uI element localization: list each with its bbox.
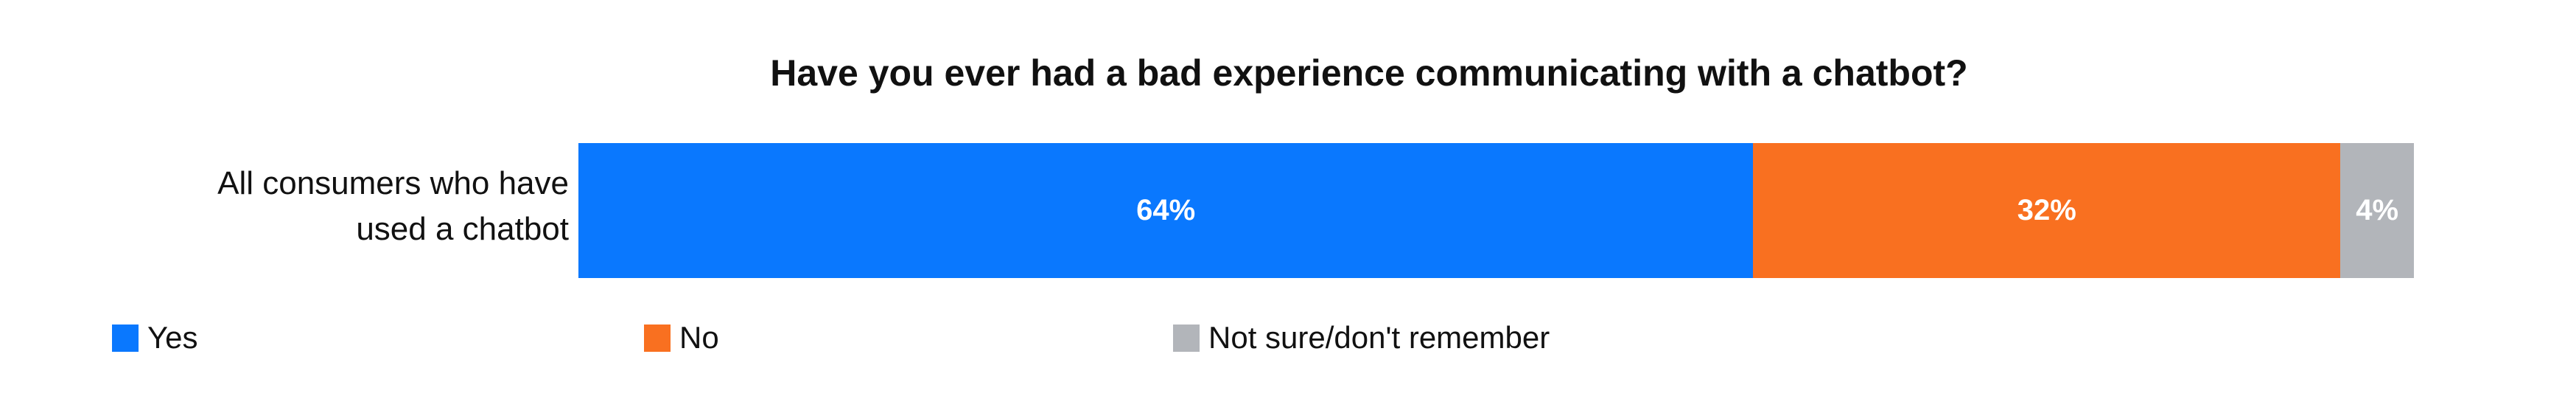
category-label: All consumers who have used a chatbot	[217, 161, 569, 252]
legend-swatch	[1173, 324, 1200, 352]
legend-swatch	[644, 324, 671, 352]
bar-segment-no: 32%	[1753, 143, 2341, 278]
data-label: 32%	[2017, 194, 2076, 226]
stacked-bar: 64% 32% 4%	[578, 143, 2414, 278]
legend-label: Yes	[147, 320, 198, 355]
legend-item: Yes	[112, 320, 198, 355]
chart-title: Have you ever had a bad experience commu…	[770, 52, 1968, 94]
legend-item: No	[644, 320, 719, 355]
legend-swatch	[112, 324, 139, 352]
legend-item: Not sure/don't remember	[1173, 320, 1550, 355]
category-label-line: used a chatbot	[356, 211, 569, 247]
data-label: 64%	[1136, 194, 1196, 226]
bar-segment-not-sure-don-t-remember: 4%	[2340, 143, 2414, 278]
legend-label: Not sure/don't remember	[1208, 320, 1550, 355]
bar-segment-yes: 64%	[578, 143, 1754, 278]
data-label: 4%	[2356, 194, 2399, 226]
category-label-line: All consumers who have	[217, 165, 569, 201]
legend-label: No	[679, 320, 719, 355]
legend: Yes No Not sure/don't remember	[0, 320, 2576, 355]
